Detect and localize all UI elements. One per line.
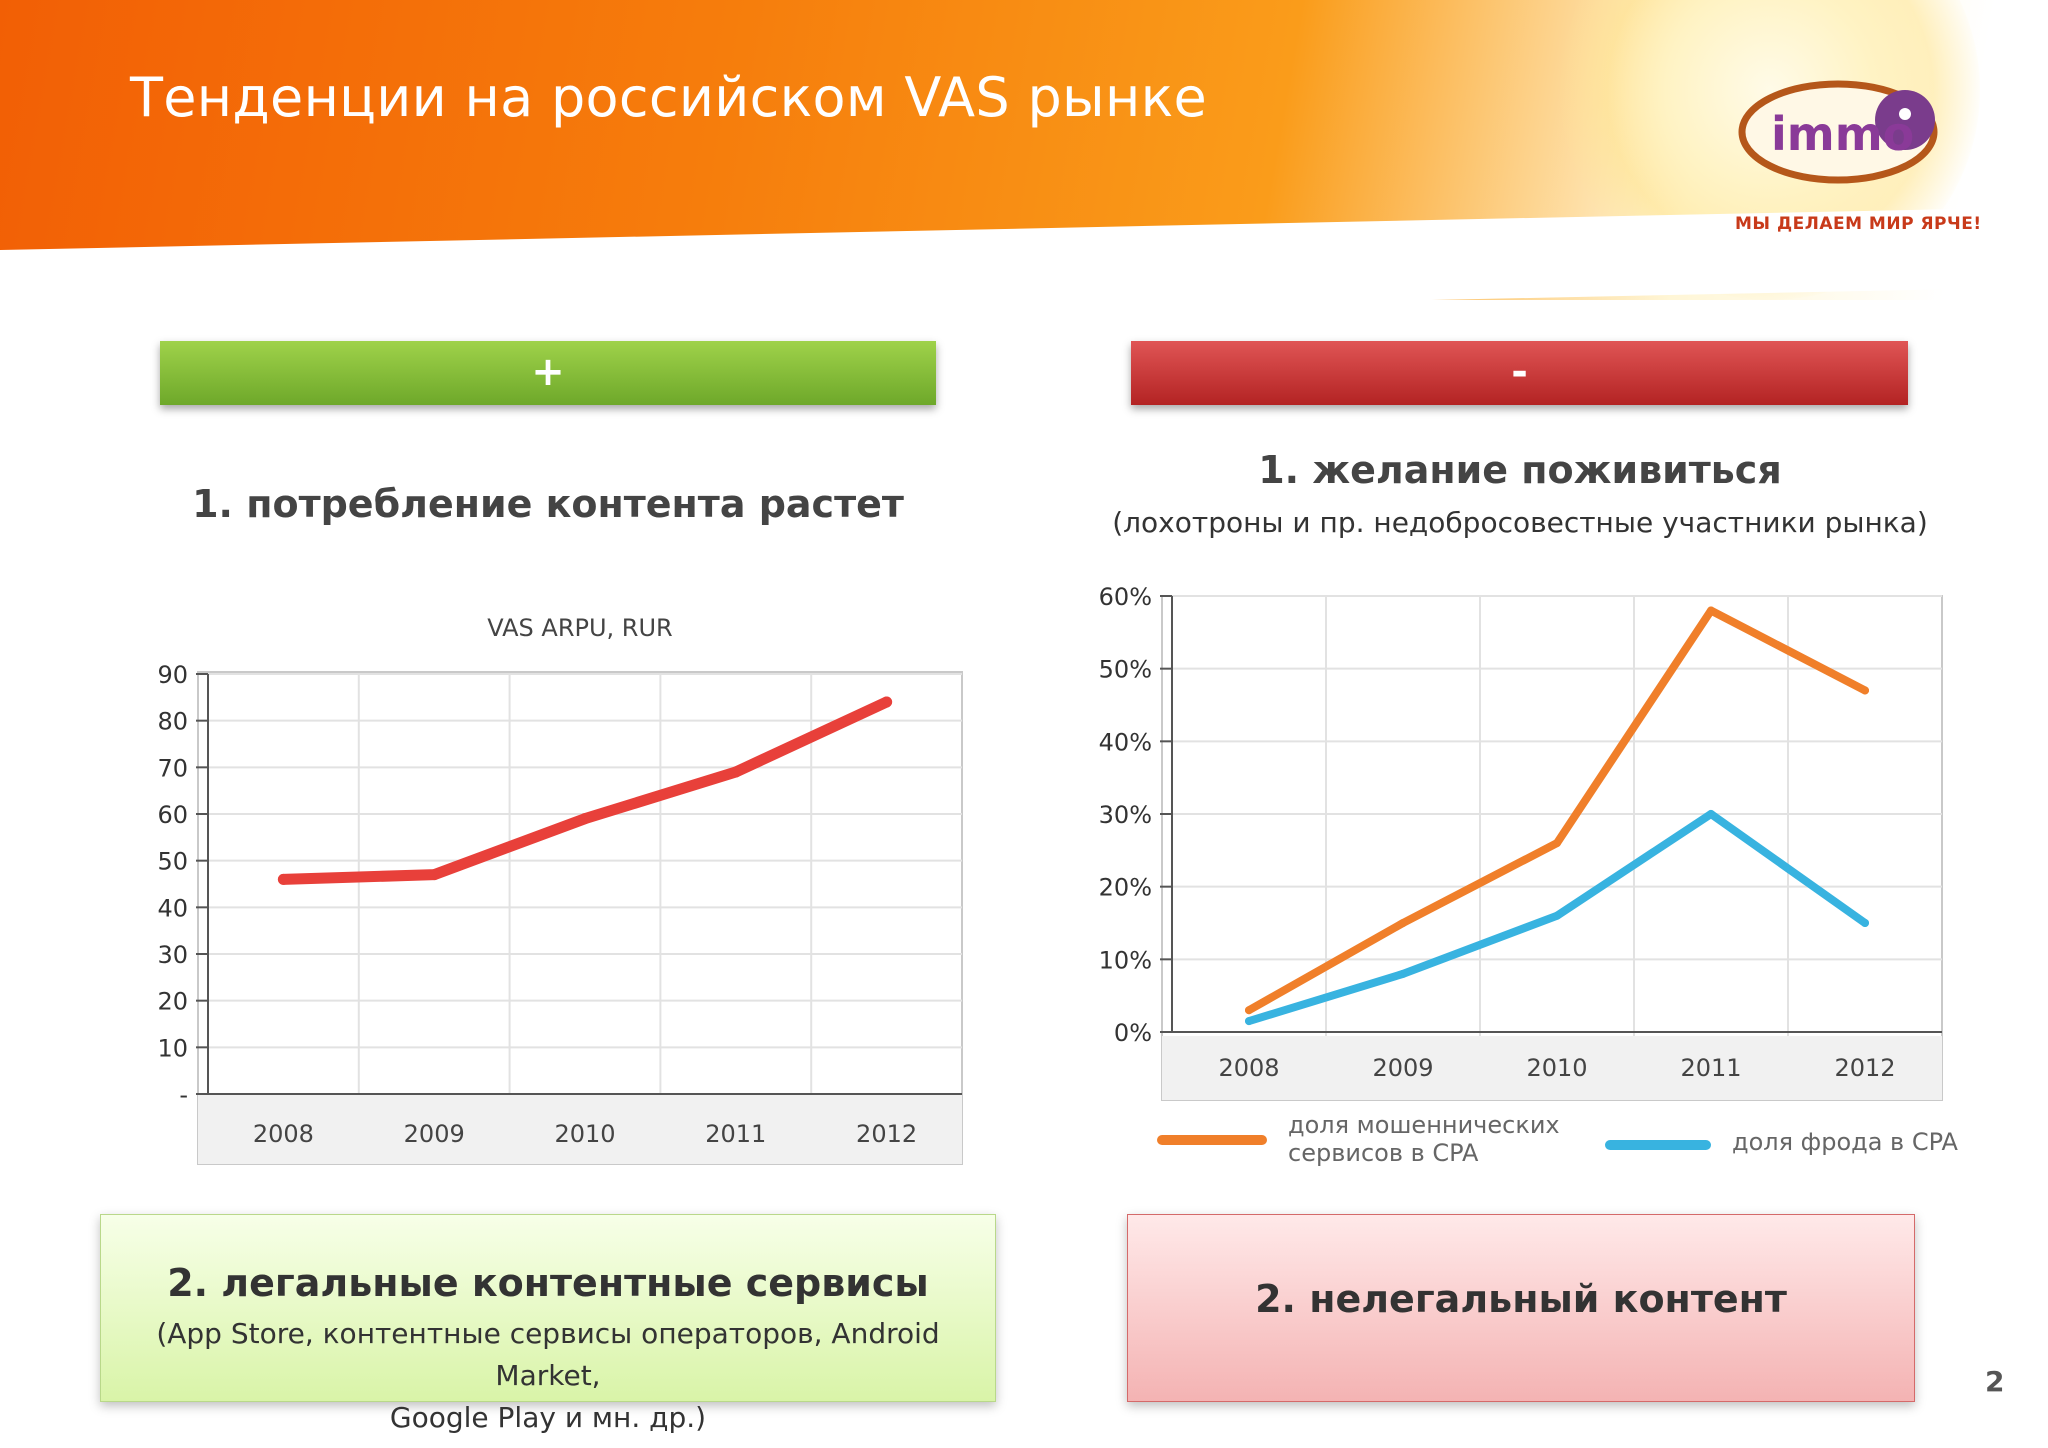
legend-label-fraud-services-line1: доля мошеннических [1288,1111,1560,1139]
y-tick-label: 50 [157,848,188,876]
legal-services-text-2: Google Play и мн. др.) [389,1401,707,1434]
x-tick-label: 2009 [1372,1054,1433,1082]
right-heading: 1. желание поживиться [1258,448,1782,492]
plus-bar: + [160,341,936,405]
y-tick-label: 10% [1099,946,1152,974]
data-point [1553,911,1561,920]
data-point [730,766,742,778]
minus-bar: - [1131,341,1908,405]
slogan: МЫ ДЕЛАЕМ МИР ЯРЧЕ! [1735,214,1982,234]
immo-logo: immo [1738,80,1938,184]
x-tick-label: 2010 [554,1120,615,1148]
x-tick-label: 2011 [705,1120,766,1148]
y-tick-label: 40 [157,894,188,922]
y-tick-label: 0% [1114,1019,1152,1047]
slide-title: Тенденции на российском VAS рынке [130,66,1208,129]
y-tick-label: 70 [157,754,188,782]
left-heading: 1. потребление контента растет [192,482,904,526]
data-point [1707,606,1715,615]
logo-text: immo [1771,107,1914,161]
y-tick-label: 60 [157,801,188,829]
x-tick-label: 2010 [1526,1054,1587,1082]
arpu-chart-frame [197,671,963,1165]
legal-services-text-1: (App Store, контентные сервисы операторо… [156,1317,940,1392]
y-tick-label: 10 [157,1034,188,1062]
x-tick-label: 2012 [1834,1054,1895,1082]
arpu-chart-title: VAS ARPU, RUR [487,614,672,642]
data-point [1245,1006,1253,1015]
right-subheading: (лохотроны и пр. недобросовестные участн… [1112,506,1928,539]
y-tick-label: 40% [1099,728,1152,756]
x-tick-label: 2008 [253,1120,314,1148]
data-point [1245,1017,1253,1026]
arpu-chart-xband [198,1094,962,1164]
legal-services-box: 2. легальные контентные сервисы (App Sto… [100,1214,996,1434]
data-point [1399,919,1407,927]
legal-services-title: 2. легальные контентные сервисы [167,1261,929,1305]
y-tick-label: 20 [157,988,188,1016]
x-tick-label: 2008 [1218,1054,1279,1082]
data-point [1707,810,1715,818]
data-point [428,869,440,881]
y-tick-label: 30 [157,941,188,969]
data-point [1861,919,1869,927]
legend-label-fraud-cpa: доля фрода в CPA [1732,1128,1959,1156]
data-point [1399,969,1407,978]
fraud-chart-xband [1162,1036,1942,1100]
page-number: 2 [1985,1365,2005,1398]
y-tick-label: - [179,1081,188,1109]
data-point [579,813,591,825]
data-point [277,873,289,885]
x-tick-label: 2012 [856,1120,917,1148]
y-tick-label: 90 [157,661,188,689]
legend-label-fraud-services-line2: сервисов в CPA [1288,1139,1479,1167]
y-tick-label: 80 [157,708,188,736]
y-tick-label: 60% [1099,583,1152,611]
data-point [881,696,893,708]
y-tick-label: 30% [1099,801,1152,829]
x-tick-label: 2011 [1680,1054,1741,1082]
x-tick-label: 2009 [404,1120,465,1148]
illegal-content-box: 2. нелегальный контент [1127,1214,1915,1402]
y-tick-label: 20% [1099,874,1152,902]
data-point [1553,839,1561,848]
illegal-content-title: 2. нелегальный контент [1255,1277,1787,1321]
y-tick-label: 50% [1099,656,1152,684]
data-point [1861,686,1869,695]
